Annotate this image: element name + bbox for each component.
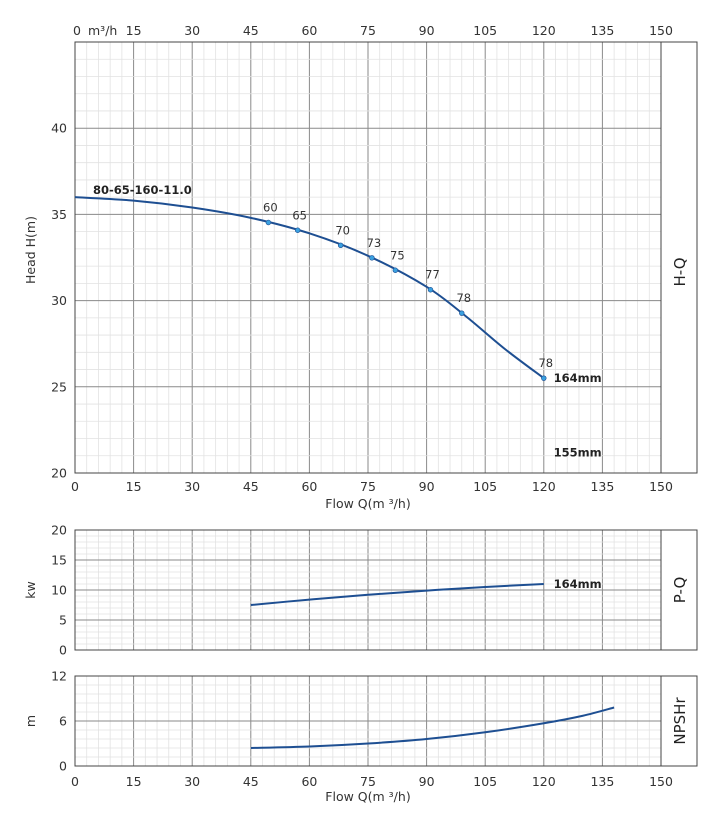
- model-label: 80-65-160-11.0: [93, 183, 192, 197]
- npsh-x-axis-title: Flow Q(m ³/h): [325, 789, 410, 804]
- top-tick-label: 150: [649, 23, 673, 38]
- hq-side-box: [660, 41, 698, 474]
- hq-x-axis-title: Flow Q(m ³/h): [325, 496, 410, 511]
- pq-y-axis-title: kw: [23, 581, 38, 598]
- top-tick-label: 120: [532, 23, 556, 38]
- x-tick-label: 60: [301, 774, 317, 789]
- y-tick-label: 35: [51, 207, 67, 222]
- top-axis-zero: 0: [73, 23, 81, 38]
- x-tick-label: 45: [243, 774, 259, 789]
- hq-efficiency-points: 60 65 70 73 75 77 78 78: [263, 201, 553, 381]
- x-tick-label: 75: [360, 479, 376, 494]
- top-tick-label: 90: [419, 23, 435, 38]
- top-tick-label: 75: [360, 23, 376, 38]
- diameter-label: 164mm: [554, 577, 602, 591]
- npsh-curve-164mm: [250, 706, 615, 749]
- hq-annotations: 164mm 155mm: [554, 371, 602, 459]
- top-axis-unit: m³/h: [88, 23, 117, 38]
- x-tick-label: 45: [243, 479, 259, 494]
- y-tick-label: 25: [51, 379, 67, 394]
- efficiency-label: 60: [263, 201, 278, 215]
- x-tick-label: 15: [126, 774, 142, 789]
- npsh-y-axis-title: m: [23, 715, 38, 727]
- y-tick-label: 30: [51, 293, 67, 308]
- pq-annotations: 164mm: [554, 577, 602, 591]
- hq-x-tick-labels: 0 15 30 45 60 75 90 105 120 135 150: [71, 479, 673, 494]
- efficiency-label: 78: [456, 291, 471, 305]
- hq-y-tick-labels: 20 25 30 35 40: [51, 121, 67, 481]
- x-tick-label: 0: [71, 774, 79, 789]
- efficiency-dot: [392, 267, 399, 273]
- y-tick-label: 10: [51, 583, 67, 598]
- top-tick-label: 135: [590, 23, 614, 38]
- x-tick-label: 135: [590, 774, 614, 789]
- hq-side-label: H-Q: [671, 257, 689, 286]
- efficiency-dot: [369, 255, 375, 261]
- efficiency-label: 65: [292, 208, 307, 222]
- npsh-side-label: NPSHr: [671, 697, 689, 745]
- y-tick-label: 6: [59, 714, 67, 729]
- top-tick-label: 105: [473, 23, 497, 38]
- x-tick-label: 150: [649, 479, 673, 494]
- x-tick-label: 120: [532, 774, 556, 789]
- x-tick-label: 120: [532, 479, 556, 494]
- npsh-x-tick-labels: 0 15 30 45 60 75 90 105 120 135 150: [71, 774, 673, 789]
- hq-grid: [74, 41, 662, 474]
- npsh-grid: [74, 675, 662, 767]
- y-tick-label: 0: [59, 759, 67, 774]
- pq-panel: 0 5 10 15 20 kw P-Q 164mm: [23, 523, 698, 658]
- efficiency-label: 77: [425, 268, 440, 282]
- efficiency-dot: [265, 219, 272, 226]
- top-tick-label: 45: [243, 23, 259, 38]
- efficiency-label: 78: [538, 356, 553, 370]
- x-tick-label: 60: [301, 479, 317, 494]
- y-tick-label: 20: [51, 466, 67, 481]
- efficiency-label: 73: [367, 236, 382, 250]
- hq-y-axis-title: Head H(m): [23, 216, 38, 284]
- pq-curve-164mm: [250, 583, 544, 606]
- y-tick-label: 20: [51, 523, 67, 538]
- hq-top-axis-labels: 0 m³/h 15 30 45 60 75 90 105 120 135 150: [73, 23, 673, 38]
- y-tick-label: 5: [59, 613, 67, 628]
- y-tick-label: 12: [51, 669, 67, 684]
- top-tick-label: 30: [184, 23, 200, 38]
- x-tick-label: 135: [590, 479, 614, 494]
- diameter-label: 164mm: [554, 371, 602, 385]
- x-tick-label: 15: [126, 479, 142, 494]
- efficiency-dot: [541, 375, 547, 381]
- efficiency-dot: [427, 287, 434, 293]
- npsh-panel: 0 15 30 45 60 75 90 105 120 135 150 0 6 12 m Flow Q(…: [23, 669, 698, 804]
- x-tick-label: 90: [419, 479, 435, 494]
- efficiency-label: 70: [335, 223, 350, 237]
- npsh-y-tick-labels: 0 6 12: [51, 669, 67, 774]
- npsh-side-box: [660, 675, 698, 767]
- x-tick-label: 30: [184, 479, 200, 494]
- x-tick-label: 105: [473, 479, 497, 494]
- pq-side-box: [660, 529, 698, 651]
- efficiency-label: 75: [390, 248, 405, 262]
- y-tick-label: 0: [59, 643, 67, 658]
- diameter-label: 155mm: [554, 445, 602, 459]
- efficiency-dot: [459, 310, 465, 316]
- y-tick-label: 15: [51, 553, 67, 568]
- x-tick-label: 75: [360, 774, 376, 789]
- x-tick-label: 150: [649, 774, 673, 789]
- pq-side-label: P-Q: [671, 577, 689, 603]
- x-tick-label: 0: [71, 479, 79, 494]
- pq-grid: [74, 529, 662, 651]
- x-tick-label: 30: [184, 774, 200, 789]
- efficiency-dot: [294, 227, 301, 233]
- efficiency-dot: [337, 242, 344, 249]
- y-tick-label: 40: [51, 121, 67, 136]
- pq-y-tick-labels: 0 5 10 15 20: [51, 523, 67, 658]
- top-tick-label: 60: [301, 23, 317, 38]
- x-tick-label: 105: [473, 774, 497, 789]
- x-tick-label: 90: [419, 774, 435, 789]
- top-tick-label: 15: [126, 23, 142, 38]
